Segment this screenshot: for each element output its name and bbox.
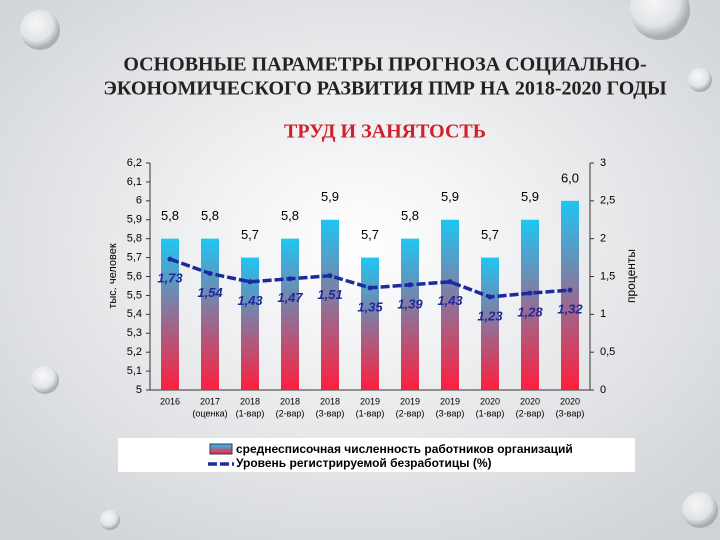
- line-point: [407, 282, 413, 288]
- bar-value-label: 5,7: [241, 227, 259, 242]
- x-tick-label: (3-вар): [316, 408, 345, 418]
- bar-value-label: 5,8: [201, 208, 219, 223]
- line-point: [207, 270, 213, 276]
- legend-swatch: [209, 443, 233, 455]
- bar-value-label: 5,8: [161, 208, 179, 223]
- y-axis-title: тыс. человек: [107, 243, 119, 309]
- line-point: [167, 256, 173, 262]
- bar: [281, 238, 299, 390]
- line-point: [487, 294, 493, 300]
- line-point: [287, 276, 293, 282]
- y-tick-label: 6: [136, 195, 142, 207]
- legend-label: Уровень регистрируемой безработицы (%): [236, 456, 492, 470]
- bar: [321, 219, 339, 390]
- bar-value-label: 5,7: [361, 227, 379, 242]
- x-tick-label: 2020: [560, 396, 580, 406]
- x-tick-label: 2018: [320, 396, 340, 406]
- bar: [401, 238, 419, 390]
- x-tick-label: (1-вар): [476, 408, 505, 418]
- y-tick-label: 5,3: [127, 327, 142, 339]
- line-value-label: 1,32: [557, 302, 583, 317]
- subtitle: ТРУД И ЗАНЯТОСТЬ: [284, 121, 486, 143]
- y2-tick-label: 1,5: [600, 270, 615, 282]
- bar: [521, 219, 539, 390]
- y2-tick-label: 3: [600, 157, 606, 169]
- line-value-label: 1,73: [157, 271, 183, 286]
- x-tick-label: 2019: [440, 396, 460, 406]
- y-tick-label: 5,7: [127, 251, 142, 263]
- x-tick-label: 2019: [400, 396, 420, 406]
- x-tick-label: 2020: [480, 396, 500, 406]
- y2-tick-label: 0: [600, 384, 606, 396]
- drops: [20, 0, 718, 530]
- line-point: [327, 273, 333, 279]
- line-value-label: 1,54: [197, 285, 223, 300]
- x-tick-label: (2-вар): [516, 408, 545, 418]
- y2-tick-label: 1: [600, 308, 606, 320]
- line-point: [367, 285, 373, 291]
- line-point: [567, 287, 573, 293]
- bar-value-label: 5,8: [281, 208, 299, 223]
- y-tick-label: 5,4: [127, 308, 142, 320]
- x-tick-label: 2020: [520, 396, 540, 406]
- x-tick-label: 2017: [200, 396, 220, 406]
- bar-value-label: 5,9: [521, 189, 539, 204]
- x-tick-label: 2018: [280, 396, 300, 406]
- bar: [241, 257, 259, 390]
- bar: [481, 257, 499, 390]
- y-tick-label: 5,9: [127, 214, 142, 226]
- line-value-label: 1,28: [517, 305, 543, 320]
- x-tick-label: (2-вар): [396, 408, 425, 418]
- x-tick-label: (оценка): [192, 408, 227, 418]
- x-tick-label: (1-вар): [236, 408, 265, 418]
- y-tick-label: 5: [136, 384, 142, 396]
- y-tick-label: 5,6: [127, 270, 142, 282]
- line-value-label: 1,43: [437, 293, 463, 308]
- bar: [561, 200, 579, 390]
- y-tick-label: 5,1: [127, 365, 142, 377]
- title-line: ЭКОНОМИЧЕСКОГО РАЗВИТИЯ ПМР НА 2018-2020…: [103, 78, 667, 100]
- bar: [201, 238, 219, 390]
- y-tick-label: 5,5: [127, 289, 142, 301]
- legend-label: среднесписочная численность работников о…: [236, 442, 573, 456]
- line-point: [527, 290, 533, 296]
- x-tick-label: (3-вар): [436, 408, 465, 418]
- bar-value-label: 5,9: [321, 189, 339, 204]
- bar-value-label: 5,8: [401, 208, 419, 223]
- line-point: [447, 279, 453, 285]
- y-tick-label: 5,2: [127, 346, 142, 358]
- line-value-label: 1,39: [397, 296, 423, 311]
- line-value-label: 1,51: [317, 287, 342, 302]
- title-line: ОСНОВНЫЕ ПАРАМЕТРЫ ПРОГНОЗА СОЦИАЛЬНО-: [123, 54, 646, 76]
- line-value-label: 1,23: [477, 308, 503, 323]
- x-tick-label: (1-вар): [356, 408, 385, 418]
- y2-tick-label: 2,5: [600, 195, 615, 207]
- bar: [441, 219, 459, 390]
- x-tick-label: 2018: [240, 396, 260, 406]
- x-tick-label: 2019: [360, 396, 380, 406]
- bar: [161, 238, 179, 390]
- y-tick-label: 6,2: [127, 157, 142, 169]
- y-tick-label: 5,8: [127, 233, 142, 245]
- line-value-label: 1,35: [357, 299, 383, 314]
- x-tick-label: 2016: [160, 396, 180, 406]
- legend: [118, 438, 635, 472]
- y2-axis-title: проценты: [624, 249, 638, 303]
- y2-tick-label: 2: [600, 233, 606, 245]
- x-tick-label: (2-вар): [276, 408, 305, 418]
- y2-tick-label: 0,5: [600, 346, 615, 358]
- bar-value-label: 5,9: [441, 189, 459, 204]
- bar: [361, 257, 379, 390]
- bar-value-label: 5,7: [481, 227, 499, 242]
- line-value-label: 1,47: [277, 290, 303, 305]
- x-tick-label: (3-вар): [556, 408, 585, 418]
- bar-value-label: 6,0: [561, 170, 579, 185]
- line-point: [247, 279, 253, 285]
- y-tick-label: 6,1: [127, 176, 142, 188]
- line-value-label: 1,43: [237, 293, 263, 308]
